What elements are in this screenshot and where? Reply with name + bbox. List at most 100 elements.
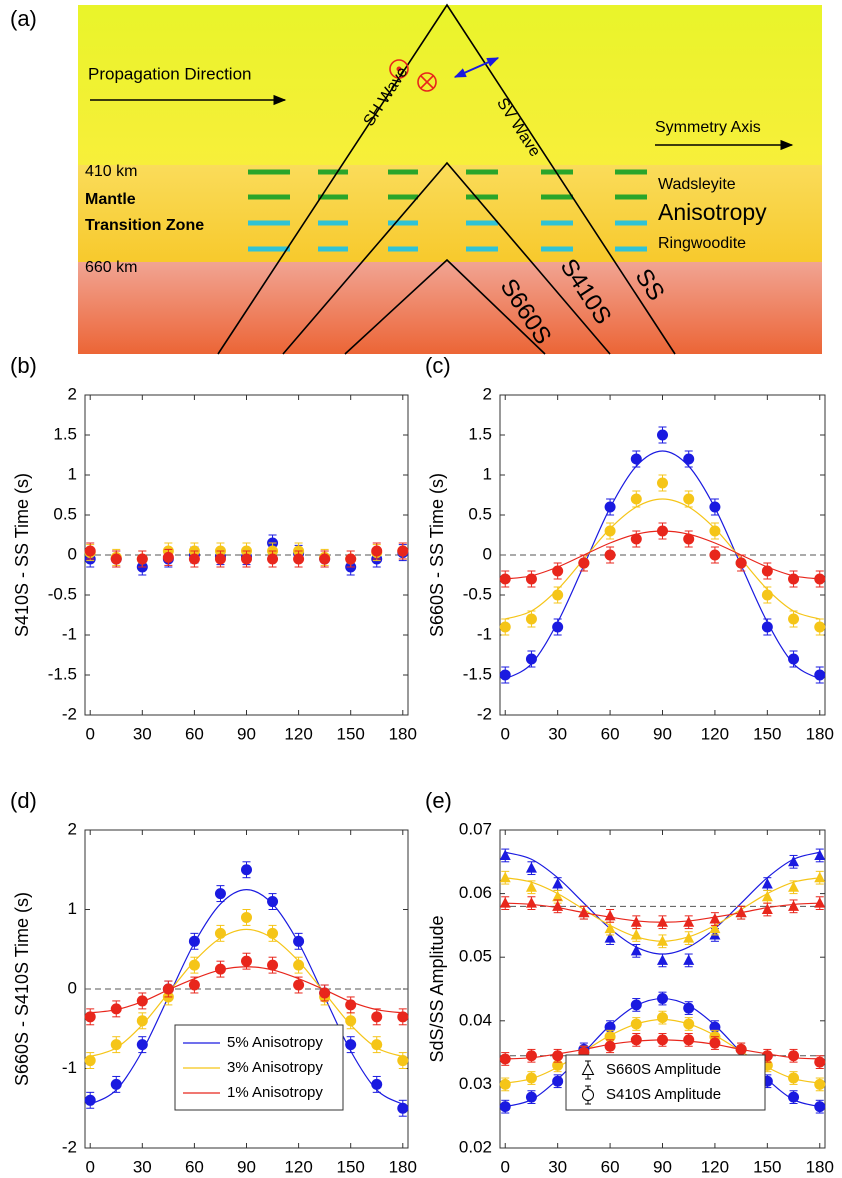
point xyxy=(788,855,800,867)
point xyxy=(525,862,537,873)
point xyxy=(683,533,695,545)
point xyxy=(552,1075,564,1087)
point xyxy=(499,1078,511,1090)
y-tick-label: -2 xyxy=(62,1137,77,1156)
point xyxy=(683,493,695,505)
point xyxy=(604,525,616,537)
y-tick-label: 0 xyxy=(68,978,77,997)
y-tick-label: -1.5 xyxy=(48,664,77,683)
point xyxy=(630,944,642,956)
point xyxy=(709,913,721,924)
point xyxy=(293,959,305,971)
point xyxy=(683,1018,695,1030)
point xyxy=(397,545,409,557)
point xyxy=(814,1056,826,1068)
point xyxy=(683,1034,695,1046)
point xyxy=(136,1039,148,1051)
point xyxy=(657,1034,668,1046)
point xyxy=(525,653,537,665)
anisotropy-layers xyxy=(248,169,647,252)
y-tick-label: -1 xyxy=(477,624,492,643)
point xyxy=(814,849,826,860)
point xyxy=(788,613,800,625)
x-tick-label: 0 xyxy=(501,724,510,743)
point xyxy=(604,932,616,943)
point xyxy=(345,1039,357,1051)
point xyxy=(552,900,564,911)
point xyxy=(552,878,564,889)
label: Mantle xyxy=(85,191,136,208)
s660s-ray xyxy=(344,258,546,355)
x-tick-label: 30 xyxy=(548,724,567,743)
x-tick-label: 90 xyxy=(653,724,672,743)
y-tick-label: 1.5 xyxy=(53,424,77,443)
point xyxy=(525,573,537,585)
point xyxy=(371,1078,383,1090)
point xyxy=(578,906,590,918)
point xyxy=(761,878,773,889)
point xyxy=(657,525,668,537)
point xyxy=(630,1018,642,1030)
point xyxy=(110,1078,122,1090)
x-tick-label: 120 xyxy=(701,1157,729,1176)
x-tick-label: 60 xyxy=(185,1157,204,1176)
x-tick-label: 90 xyxy=(237,724,256,743)
legend-label: 3% Anisotropy xyxy=(227,1059,323,1076)
x-tick-label: 150 xyxy=(337,1157,365,1176)
point xyxy=(604,922,616,934)
point xyxy=(162,983,174,995)
point xyxy=(371,545,383,557)
label: Ringwoodite xyxy=(658,235,746,252)
point xyxy=(552,1050,564,1062)
x-tick-label: 120 xyxy=(701,724,729,743)
y-tick-label: 2 xyxy=(68,384,77,403)
out-of-page xyxy=(389,59,409,79)
point xyxy=(761,621,773,633)
point xyxy=(709,525,721,537)
chart: (e) 0.02 0.03 0.04 0.05 0.06 0.07 0 30 60 90 120 150… xyxy=(425,788,834,1177)
y-tick-label: 0.07 xyxy=(459,819,492,838)
point xyxy=(499,669,511,681)
point xyxy=(241,864,252,876)
point xyxy=(788,1050,800,1062)
y-tick-label: -2 xyxy=(62,704,77,723)
point xyxy=(657,993,668,1005)
y-axis-label: S660S - SS Time (s) xyxy=(427,473,447,637)
point xyxy=(110,1039,122,1051)
point xyxy=(657,935,668,946)
x-tick-label: 0 xyxy=(85,724,94,743)
label: 660 km xyxy=(85,259,137,276)
point xyxy=(84,545,96,557)
x-tick-label: 180 xyxy=(389,1157,417,1176)
y-axis-label: SdS/SS Amplitude xyxy=(427,915,447,1062)
y-tick-label: 1.5 xyxy=(468,424,492,443)
y-axis-label: S410S - SS Time (s) xyxy=(12,473,32,637)
point xyxy=(267,927,279,939)
point xyxy=(683,453,695,465)
y-tick-label: 1 xyxy=(68,899,77,918)
point xyxy=(345,999,357,1011)
point xyxy=(630,453,642,465)
point xyxy=(293,935,305,947)
point xyxy=(604,909,616,921)
y-tick-label: -2 xyxy=(477,704,492,723)
y-tick-label: 0.06 xyxy=(459,883,492,902)
point xyxy=(136,995,148,1007)
point xyxy=(735,1043,747,1055)
point xyxy=(136,553,148,565)
point xyxy=(788,653,800,665)
point xyxy=(525,881,537,892)
point xyxy=(136,1015,148,1027)
point xyxy=(814,573,826,585)
point xyxy=(657,1012,668,1024)
y-tick-label: 0 xyxy=(68,544,77,563)
point xyxy=(814,1078,826,1090)
upper-mantle xyxy=(78,5,822,165)
point xyxy=(709,922,721,934)
point xyxy=(630,1034,642,1046)
point xyxy=(525,1050,537,1062)
point xyxy=(788,881,800,892)
y-tick-label: 0.5 xyxy=(53,504,77,523)
point xyxy=(319,987,331,999)
panel-label: (a) xyxy=(10,6,37,31)
